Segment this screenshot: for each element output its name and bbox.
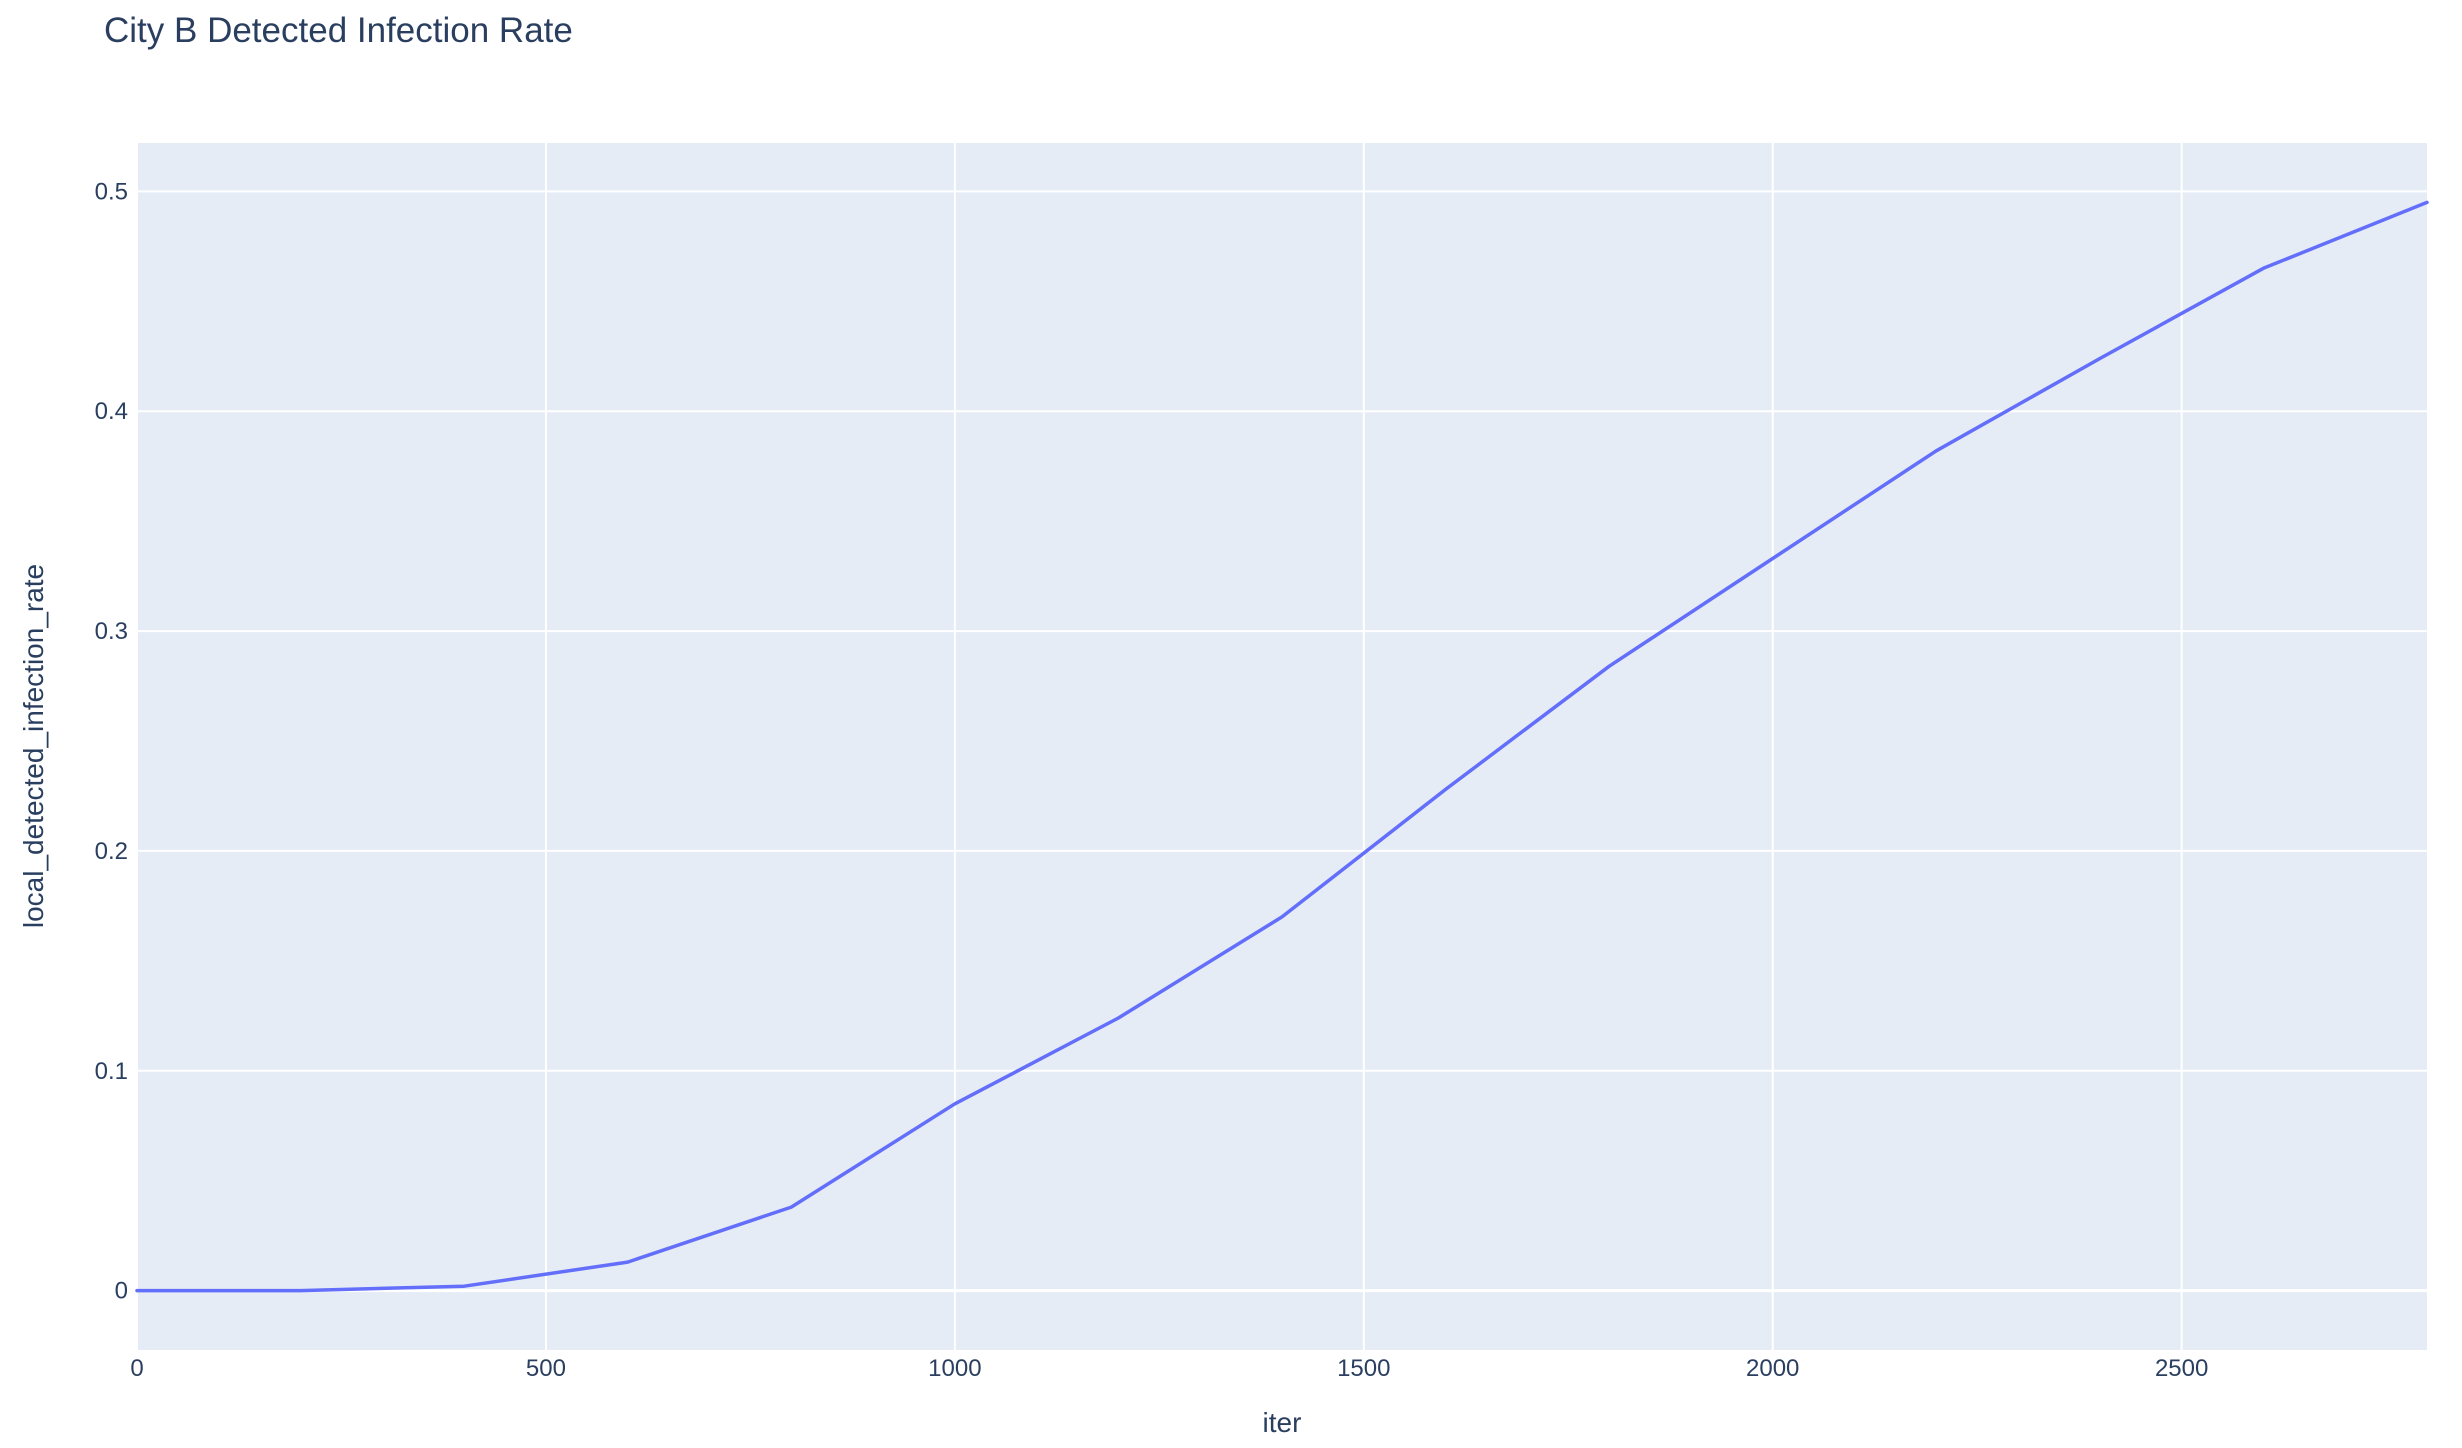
- y-tick-label: 0: [115, 1278, 128, 1305]
- x-tick-label: 1500: [1337, 1355, 1390, 1382]
- y-tick-label: 0.1: [95, 1058, 128, 1085]
- x-tick-label: 0: [130, 1355, 143, 1382]
- chart-title: City B Detected Infection Rate: [104, 11, 573, 50]
- grid-lines: [136, 143, 2427, 1350]
- y-tick-label: 0.5: [95, 178, 128, 205]
- y-axis-title: local_detected_infection_rate: [18, 564, 49, 928]
- plot-area: [137, 143, 2427, 1350]
- x-tick-label: 2500: [2155, 1355, 2208, 1382]
- y-tick-label: 0.2: [95, 838, 128, 865]
- y-tick-label: 0.4: [95, 398, 128, 425]
- series-line: [135, 200, 2429, 1293]
- y-tick-label: 0.3: [95, 618, 128, 645]
- x-tick-label: 2000: [1746, 1355, 1799, 1382]
- x-axis-title: iter: [1263, 1407, 1302, 1438]
- tick-labels: 0 500 1000 1500 2000 2500 0 0.1 0.2 0.3 0.4 0.5: [95, 178, 2209, 1382]
- x-tick-label: 500: [526, 1355, 566, 1382]
- series-layer: [135, 200, 2429, 1293]
- x-tick-label: 1000: [928, 1355, 981, 1382]
